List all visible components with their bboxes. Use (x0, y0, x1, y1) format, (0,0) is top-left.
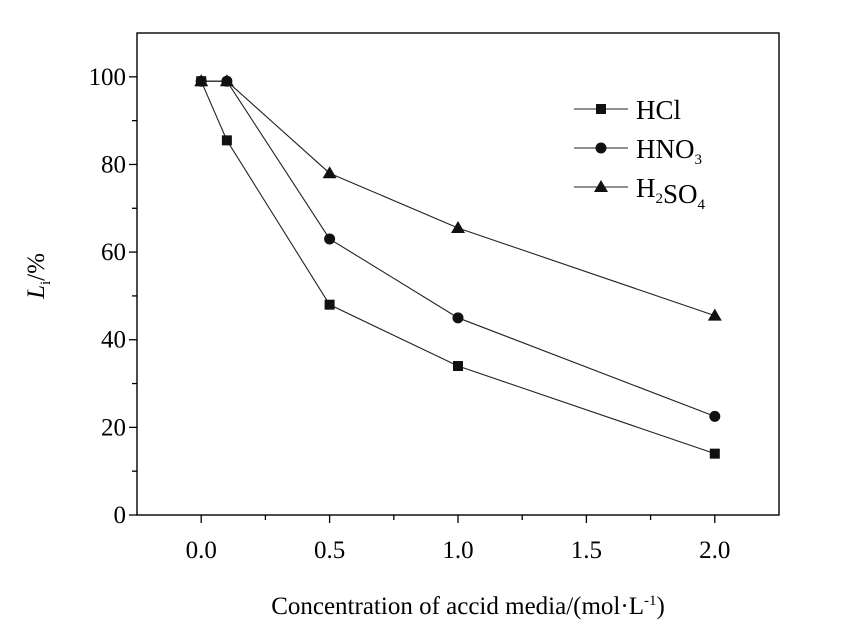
legend-label: HCl (636, 95, 681, 125)
legend-label-text: SO (663, 179, 698, 209)
legend-marker (594, 180, 608, 192)
data-point (453, 361, 463, 372)
legend-item: HNO3 (574, 134, 702, 168)
x-axis-title: Concentration of accid media/(mol·L-1) (271, 593, 665, 620)
y-tick-label: 0 (114, 502, 127, 529)
legend: HCl HNO3 H2SO4 (574, 95, 706, 213)
data-point (451, 220, 465, 233)
legend-label: H2SO4 (636, 173, 706, 213)
y-axis-title: Li/% (23, 253, 54, 300)
y-axis-title-subscript: i (38, 281, 54, 285)
data-point (194, 74, 209, 87)
data-point (452, 312, 464, 324)
x-tick-label: 1.0 (442, 537, 473, 564)
data-point (324, 299, 335, 310)
legend-item: H2SO4 (574, 173, 706, 213)
legend-label-subscript: 2 (656, 191, 664, 207)
x-tick-label: 1.5 (571, 537, 602, 564)
data-point (324, 233, 336, 245)
x-axis-title-main: Concentration of accid media/(mol·L (271, 593, 644, 620)
legend-marker (595, 142, 607, 154)
y-tick-label: 20 (101, 414, 126, 441)
data-point (707, 308, 722, 321)
data-point (709, 448, 720, 459)
legend-label: HNO3 (636, 134, 702, 168)
data-point (709, 410, 721, 422)
x-axis-ticks: 0.0 0.5 1.0 1.5 2.0 (186, 515, 730, 564)
legend-item: HCl (574, 95, 681, 125)
data-point (322, 166, 337, 179)
y-axis-title-main: L (23, 285, 50, 300)
legend-label-subscript: 4 (698, 197, 706, 213)
x-tick-label: 0.5 (314, 537, 345, 564)
legend-label-text: HNO (636, 134, 695, 164)
legend-label-subscript: 3 (695, 152, 703, 168)
y-tick-label: 60 (101, 239, 126, 266)
legend-label-text: H (636, 173, 656, 203)
x-tick-label: 2.0 (699, 537, 730, 564)
x-tick-label: 0.0 (186, 537, 217, 564)
y-axis-title-unit: /% (23, 253, 50, 281)
x-axis-title-superscript: -1 (644, 593, 657, 609)
y-tick-label: 100 (89, 64, 127, 91)
y-tick-label: 40 (101, 327, 126, 354)
series-layer (194, 74, 722, 459)
y-tick-label: 80 (101, 151, 126, 178)
series-triangle (194, 74, 722, 321)
legend-label-text: HCl (636, 95, 681, 125)
legend-marker (596, 104, 606, 114)
data-point (221, 135, 232, 146)
y-axis-ticks: 0 20 40 60 80 100 (89, 64, 137, 529)
data-point (219, 74, 234, 87)
x-axis-title-end: ) (656, 593, 664, 620)
